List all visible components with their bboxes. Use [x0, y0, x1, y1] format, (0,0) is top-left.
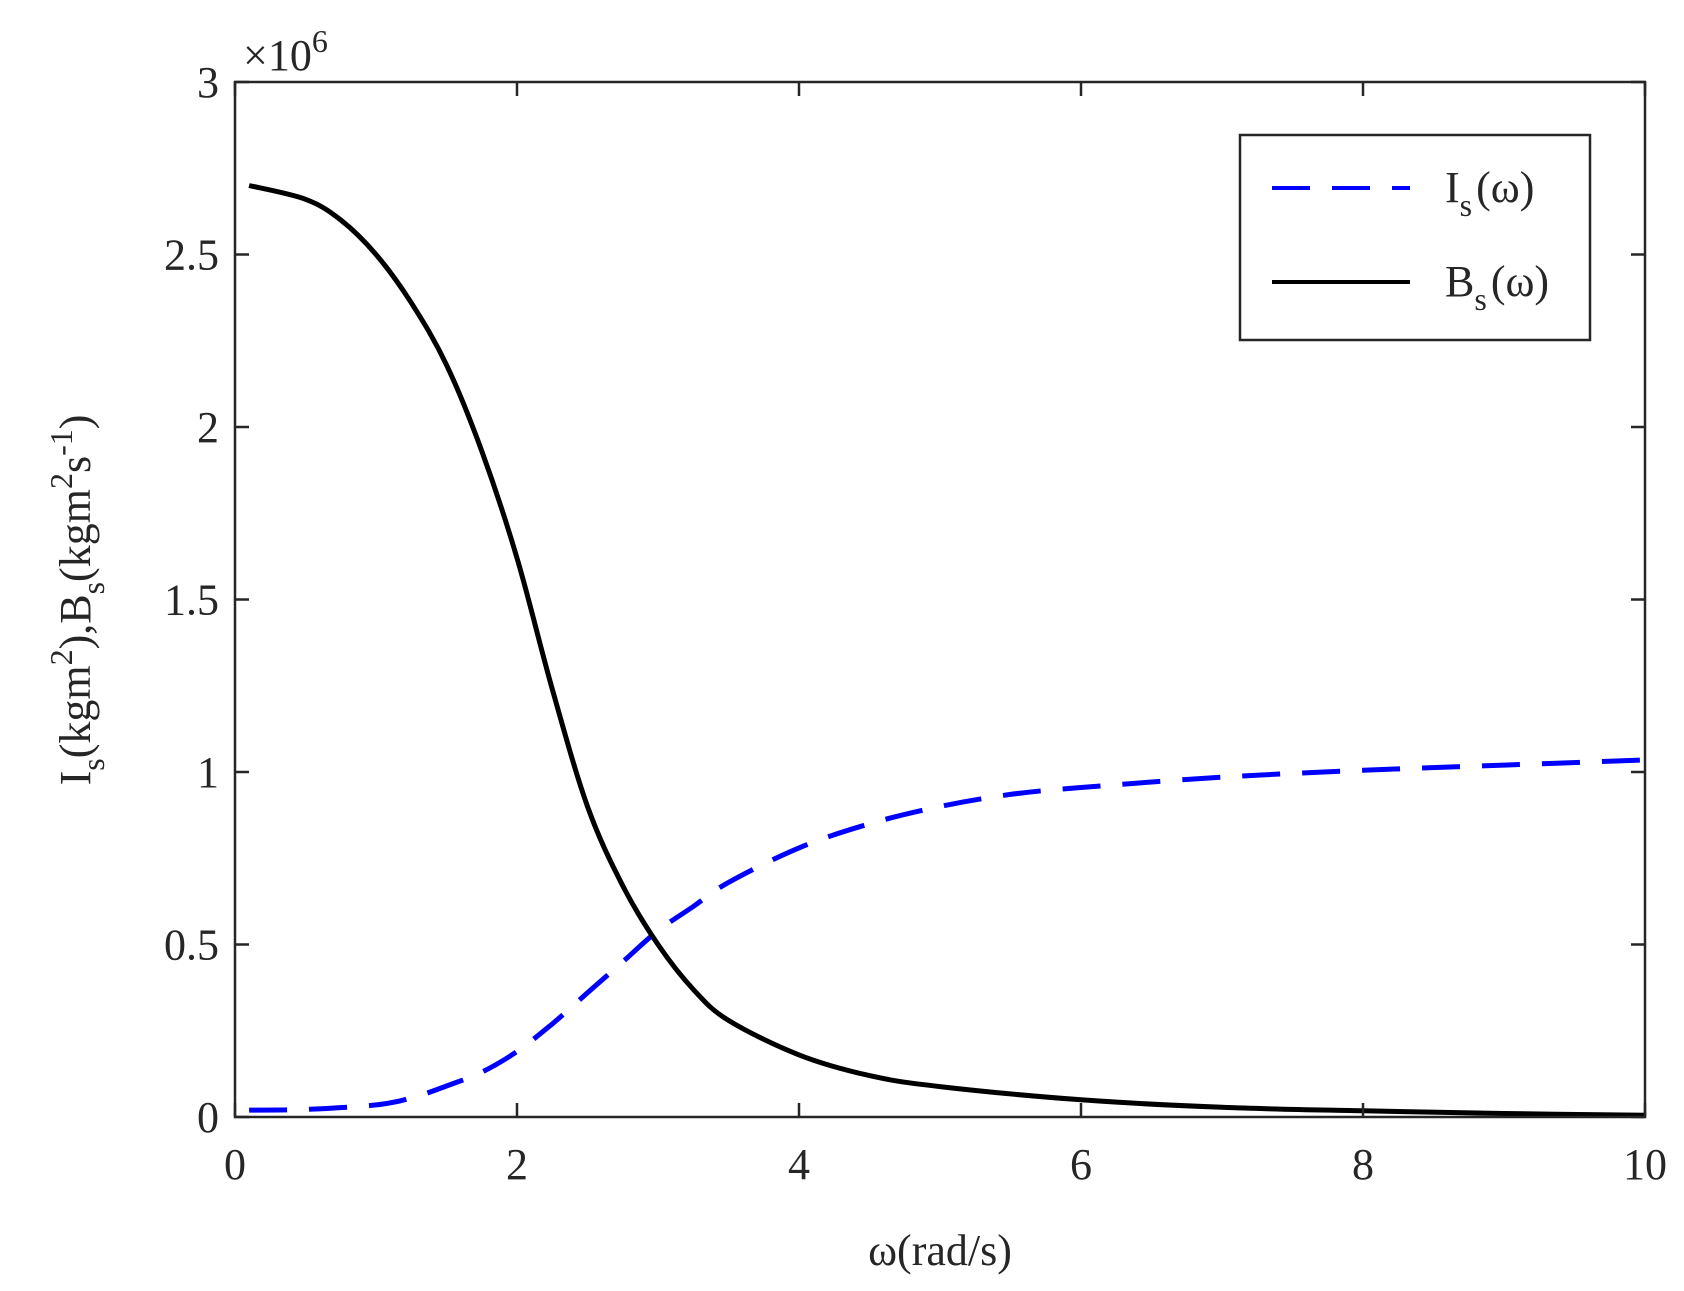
- y-tick-label: 0.5: [164, 921, 219, 970]
- legend-bs-main: B: [1445, 257, 1474, 306]
- x-axis-label: ω(rad/s): [868, 1226, 1012, 1275]
- y-label-d: (kgm: [51, 489, 100, 582]
- y-label-e: s: [51, 456, 100, 473]
- x-tick-label: 0: [224, 1140, 246, 1189]
- x-tick-label: 6: [1070, 1140, 1092, 1189]
- series-line-is: [249, 757, 1646, 1113]
- y-label-d-sup: 2: [43, 473, 79, 489]
- x-tick-label: 4: [788, 1140, 810, 1189]
- y-tick-label: 3: [197, 58, 219, 107]
- y-tick-label: 1.5: [164, 576, 219, 625]
- legend-bs-sub: s: [1474, 281, 1486, 317]
- x-tick-label: 10: [1623, 1140, 1667, 1189]
- y-tick-label: 2.5: [164, 231, 219, 280]
- y-exponent-base: ×10: [243, 31, 312, 80]
- legend-label-is: Is(ω): [1445, 163, 1534, 223]
- x-tick-label: 8: [1352, 1140, 1374, 1189]
- legend-is-main: I: [1445, 163, 1460, 212]
- legend-bs-tail: (ω): [1491, 257, 1549, 306]
- y-tick-label: 2: [197, 403, 219, 452]
- legend: Is(ω) Bs(ω): [1238, 133, 1592, 342]
- y-label-b-sup: 2: [43, 649, 79, 665]
- y-axis-label: Is(kgm2),Bs(kgm2s-1): [43, 415, 111, 786]
- y-label-c-sub: s: [75, 582, 111, 594]
- y-exponent-label: ×106: [243, 23, 328, 80]
- y-label-f: ): [51, 415, 100, 430]
- legend-is-sub: s: [1460, 187, 1472, 223]
- y-tick-label: 1: [197, 748, 219, 797]
- legend-box: [1238, 133, 1592, 342]
- x-ticks: 0 2 4 6 8 10: [224, 82, 1667, 1189]
- y-label-e-sup: -1: [43, 429, 79, 456]
- y-tick-label: 0: [197, 1093, 219, 1142]
- y-label-b: (kgm: [51, 665, 100, 758]
- legend-label-bs: Bs(ω): [1445, 257, 1549, 317]
- y-label-c: ),B: [51, 594, 100, 649]
- legend-is-tail: (ω): [1476, 163, 1534, 212]
- y-ticks: 0 0.5 1 1.5 2 2.5 3: [164, 58, 1645, 1142]
- series-layer: [248, 183, 1646, 1118]
- x-tick-label: 2: [506, 1140, 528, 1189]
- y-label-a-sub: s: [75, 758, 111, 770]
- y-label-a: I: [51, 771, 100, 786]
- series-line-bs: [248, 183, 1646, 1118]
- y-exponent-power: 6: [312, 23, 328, 59]
